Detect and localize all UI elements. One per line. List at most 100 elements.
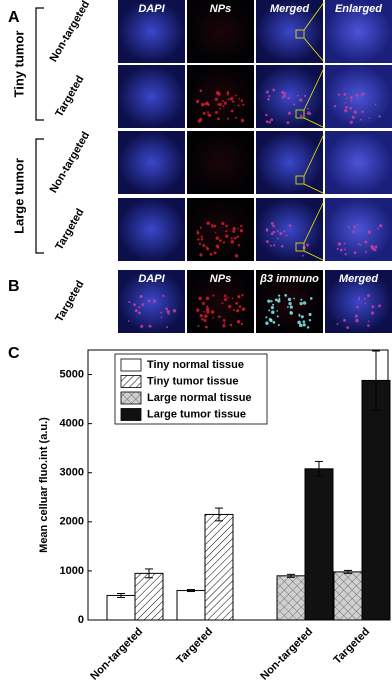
micrograph <box>118 0 185 63</box>
zoom-line <box>303 250 326 262</box>
signal-dot <box>353 110 358 114</box>
signal-dot <box>356 305 359 309</box>
signal-dot <box>344 102 347 104</box>
signal-dot <box>288 301 292 306</box>
y-tick-label: 0 <box>78 614 84 626</box>
column-header: Merged <box>339 273 378 285</box>
signal-dot <box>298 314 301 317</box>
micrograph <box>256 65 323 128</box>
signal-dot <box>230 109 234 113</box>
signal-dot <box>231 297 234 300</box>
signal-dot <box>357 242 360 245</box>
column-header: Merged <box>270 3 309 15</box>
signal-dot <box>281 90 285 95</box>
bracket <box>35 138 44 254</box>
error-bar <box>117 592 125 598</box>
signal-dot <box>299 114 303 118</box>
legend-label: Large tumor tissue <box>147 408 246 420</box>
bar <box>276 575 306 621</box>
signal-dot <box>197 238 200 241</box>
signal-dot <box>270 306 274 310</box>
signal-dot <box>229 323 233 327</box>
signal-dot <box>297 320 301 325</box>
signal-dot <box>202 243 206 247</box>
bracket <box>35 7 44 121</box>
signal-dot <box>349 96 353 100</box>
signal-dot <box>370 311 375 315</box>
signal-dot <box>199 253 203 257</box>
signal-dot <box>199 89 203 93</box>
signal-dot <box>279 231 283 236</box>
signal-dot <box>296 94 299 97</box>
bar <box>361 379 391 621</box>
signal-dot <box>204 314 208 318</box>
signal-dot <box>197 324 200 327</box>
signal-dot <box>353 225 357 229</box>
signal-dot <box>345 105 348 109</box>
micrograph <box>256 0 323 63</box>
signal-dot <box>273 244 276 247</box>
micrograph <box>256 131 323 194</box>
legend-swatch <box>120 358 142 372</box>
signal-dot <box>205 307 210 311</box>
bar <box>176 590 206 621</box>
micrograph <box>325 0 392 63</box>
signal-dot <box>284 293 288 297</box>
signal-dot <box>213 224 217 228</box>
signal-dot <box>278 297 281 300</box>
signal-dot <box>196 308 200 312</box>
signal-dot <box>377 227 380 230</box>
signal-dot <box>241 294 244 297</box>
signal-dot <box>236 235 239 238</box>
signal-dot <box>223 322 226 324</box>
signal-dot <box>367 324 370 327</box>
signal-dot <box>267 97 270 101</box>
signal-dot <box>277 323 280 326</box>
row-label: Targeted <box>53 279 86 325</box>
signal-dot <box>205 101 209 105</box>
signal-dot <box>374 245 378 249</box>
signal-dot <box>160 311 163 314</box>
signal-dot <box>200 238 204 241</box>
signal-dot <box>206 221 210 225</box>
signal-dot <box>226 93 229 96</box>
signal-dot <box>241 307 246 311</box>
signal-dot <box>268 309 271 312</box>
signal-dot <box>293 103 296 106</box>
signal-dot <box>219 239 222 242</box>
signal-dot <box>221 221 225 226</box>
signal-dot <box>346 326 350 329</box>
signal-dot <box>232 227 236 231</box>
signal-dot <box>240 99 244 102</box>
bar <box>106 594 136 621</box>
signal-dot <box>359 244 362 247</box>
signal-dot <box>237 295 241 299</box>
signal-dot <box>199 226 202 229</box>
signal-dot <box>217 103 220 106</box>
signal-dot <box>277 237 279 240</box>
signal-dot <box>221 302 224 305</box>
error-bar <box>187 589 195 593</box>
signal-dot <box>343 242 346 245</box>
signal-dot <box>140 324 144 328</box>
x-tick-label: Non-targeted <box>258 626 315 683</box>
signal-dot <box>134 309 138 313</box>
signal-dot <box>277 299 281 303</box>
signal-dot <box>227 98 230 101</box>
signal-dot <box>166 310 170 314</box>
signal-dot <box>337 242 342 246</box>
micrograph <box>118 198 185 261</box>
signal-dot <box>289 310 292 313</box>
signal-dot <box>293 297 295 300</box>
signal-dot <box>222 105 225 108</box>
micrograph <box>325 65 392 128</box>
row-label: Non-targeted <box>48 0 93 64</box>
signal-dot <box>358 296 360 299</box>
signal-dot <box>276 310 279 312</box>
signal-dot <box>213 251 217 255</box>
signal-dot <box>214 97 218 101</box>
signal-dot <box>240 224 243 228</box>
signal-dot <box>160 316 163 319</box>
signal-dot <box>235 309 240 313</box>
bar <box>204 513 234 621</box>
